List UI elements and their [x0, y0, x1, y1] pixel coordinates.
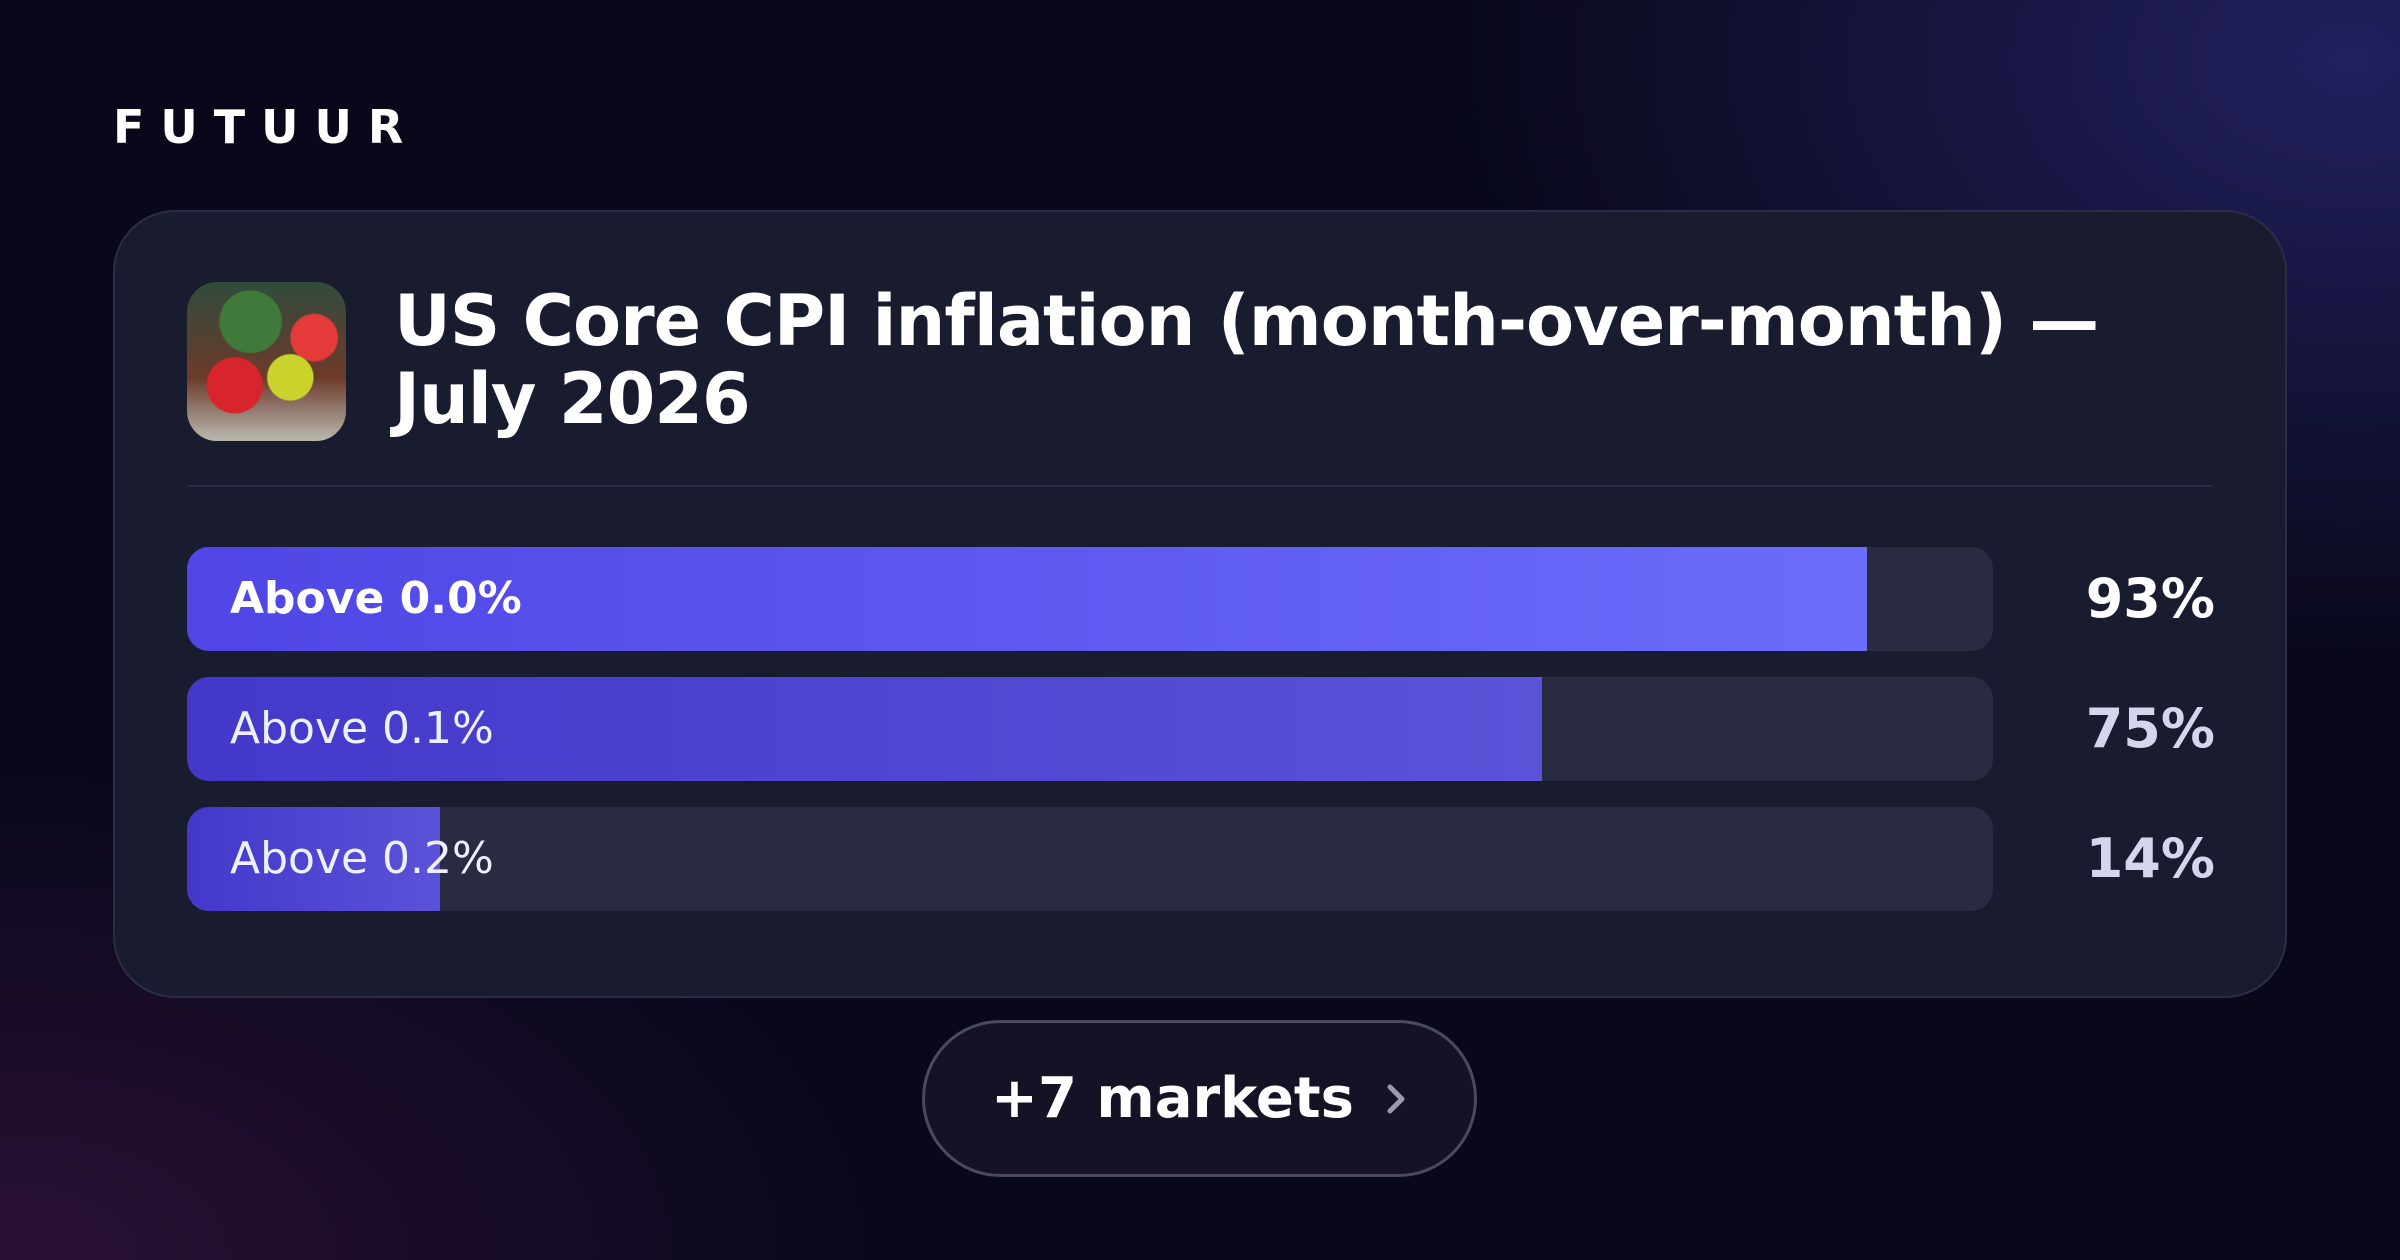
chevron-icon — [1387, 1084, 1405, 1113]
bar-track — [187, 677, 1993, 781]
probability-bar — [187, 677, 1542, 781]
divider — [187, 485, 2213, 487]
outcome-row: Above 0.1% 75% — [187, 677, 2215, 781]
outcome-probability: 93% — [2085, 567, 2215, 630]
outcome-row: Above 0.2% 14% — [187, 807, 2215, 911]
outcome-probability: 75% — [2085, 697, 2215, 760]
button-label: +7 markets — [991, 1066, 1354, 1131]
market-card: US Core CPI inflation (month-over-month)… — [113, 210, 2287, 998]
outcome-probability: 14% — [2085, 827, 2215, 890]
bar-track — [187, 547, 1993, 651]
bar-track — [187, 807, 1993, 911]
outcome-row: Above 0.0% 93% — [187, 547, 2215, 651]
outcome-label: Above 0.0% — [230, 573, 522, 624]
outcome-label: Above 0.2% — [230, 833, 494, 884]
more-markets-button[interactable]: +7 markets — [922, 1020, 1477, 1177]
probability-bar — [187, 547, 1867, 651]
outcome-label: Above 0.1% — [230, 703, 494, 754]
probability-bar — [187, 807, 440, 911]
market-image — [187, 282, 346, 441]
market-title: US Core CPI inflation (month-over-month)… — [394, 280, 2099, 440]
brand-logo: FUTUUR — [113, 100, 420, 154]
